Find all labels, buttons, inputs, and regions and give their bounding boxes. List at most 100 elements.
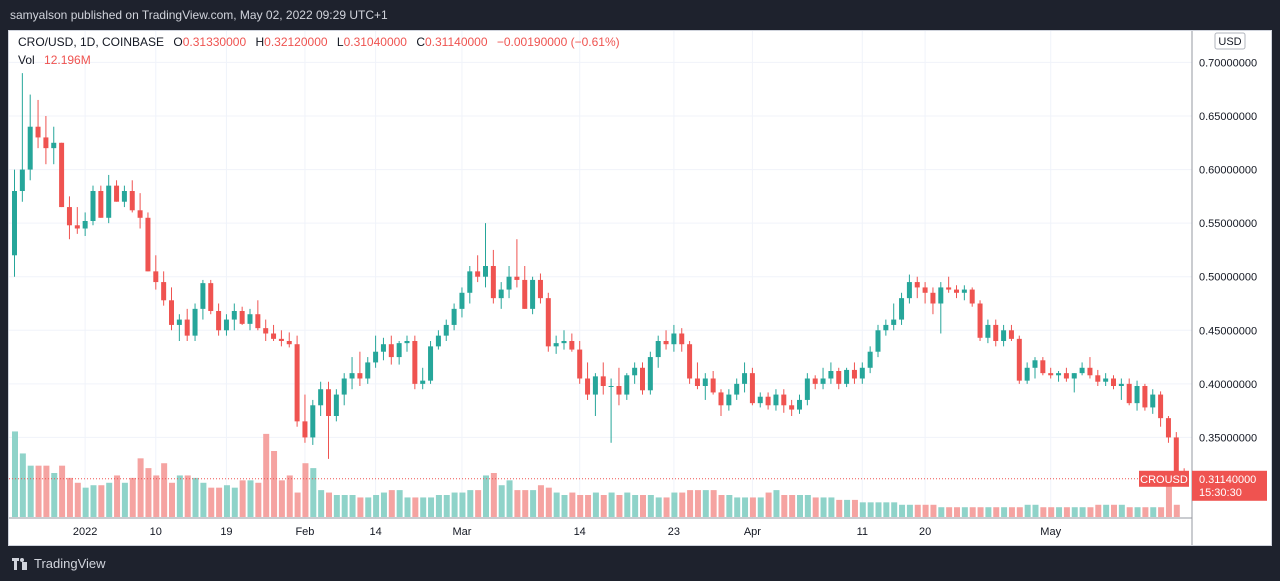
volume-bar [483, 475, 489, 517]
candle-body [114, 185, 120, 202]
candle-body [333, 394, 339, 416]
candle-body [734, 383, 740, 395]
legend-vol-label: Vol [18, 53, 35, 67]
volume-bar [914, 504, 921, 517]
last-price-tag [1192, 470, 1267, 501]
currency-box[interactable] [1214, 32, 1246, 50]
candle-body [51, 142, 57, 149]
volume-bar [1165, 473, 1172, 517]
candle-body [710, 378, 716, 393]
candle-body [66, 207, 72, 226]
candle-body [647, 357, 653, 391]
price-tick-label: 0.40000000 [1199, 379, 1257, 391]
time-tick-label: Feb [295, 526, 314, 538]
candle-body [749, 373, 755, 404]
tradingview-logo[interactable]: TradingView [12, 556, 106, 571]
candle-body [1173, 437, 1179, 478]
candle-body [467, 271, 473, 293]
candle-body [891, 319, 897, 325]
candle-body [129, 191, 135, 211]
volume-bar [420, 497, 427, 517]
candle-body [804, 378, 810, 400]
volume-bar [883, 502, 890, 517]
candle-body [922, 287, 928, 293]
candle-body [977, 303, 983, 338]
last-price-value: 0.31140000 [1199, 474, 1256, 486]
candle-body [993, 324, 999, 341]
candle-body [1165, 418, 1171, 438]
volume-bar [867, 502, 874, 517]
candle-body [577, 349, 583, 379]
candle-body [851, 369, 857, 379]
candle-body [1134, 386, 1140, 404]
legend-vol-value: 12.196M [44, 53, 91, 67]
candle-body [569, 341, 575, 350]
currency-label: USD [1218, 36, 1241, 48]
candle-body [1095, 375, 1101, 382]
candle-body [388, 344, 394, 358]
volume-bar [333, 495, 340, 517]
volume-bar [428, 497, 435, 517]
volume-bar [804, 495, 811, 517]
volume-bar [341, 495, 348, 517]
legend-l-value: 0.31040000 [344, 35, 408, 49]
candle-body [694, 378, 700, 386]
candle-body [208, 283, 214, 311]
candle-body [357, 373, 363, 379]
volume-bar [671, 492, 678, 517]
volume-bar [585, 495, 592, 517]
legend-l-label: L [337, 35, 344, 49]
volume-bar [27, 465, 34, 517]
legend-symbol[interactable]: CRO/USD, 1D, COINBASE [18, 35, 164, 49]
candle-body [969, 289, 975, 304]
volume-bar [192, 477, 199, 517]
chart-panel[interactable]: 0.70000000 0.65000000 0.60000000 0.55000000… [8, 30, 1272, 546]
candle-body [420, 380, 426, 384]
candle-body [184, 319, 190, 336]
candle-body [773, 394, 779, 406]
volume-bar [278, 480, 285, 517]
chart-svg[interactable]: 0.70000000 0.65000000 0.60000000 0.55000000… [9, 31, 1271, 545]
candle-body [271, 333, 277, 339]
volume-bar [90, 485, 97, 517]
volume-bar [679, 492, 686, 517]
time-tick-label: Mar [452, 526, 471, 538]
volume-bar [74, 482, 81, 517]
volume-bar [286, 475, 293, 517]
candle-body [537, 279, 543, 299]
price-axis[interactable] [1192, 31, 1271, 545]
candle-body [239, 311, 245, 324]
volume-bar [373, 495, 380, 517]
volume-bar [537, 485, 544, 517]
candle-body [757, 396, 763, 404]
volume-bar [765, 492, 772, 517]
candle-body [255, 314, 261, 329]
candle-body [1118, 383, 1124, 386]
price-tick-label: 0.70000000 [1199, 57, 1257, 69]
candle-body [585, 378, 591, 395]
candle-body [781, 394, 787, 406]
candle-body [161, 282, 167, 301]
candle-body [443, 324, 449, 336]
volume-bar [977, 507, 984, 517]
candle-body [365, 362, 371, 379]
candle-body [530, 279, 536, 309]
volume-bar [592, 492, 599, 517]
candle-body [1001, 330, 1007, 341]
candle-body [514, 276, 520, 280]
time-tick-label: 19 [220, 526, 232, 538]
candle-body [765, 396, 771, 406]
volume-bar [993, 507, 1000, 517]
candle-body [451, 308, 457, 325]
candle-body [302, 421, 308, 438]
candle-body [718, 392, 724, 406]
volume-bar [1008, 507, 1015, 517]
candle-body [90, 191, 96, 221]
volume-bar [694, 490, 701, 517]
legend-h-label: H [255, 35, 264, 49]
candle-body [600, 376, 606, 386]
volume-bar [828, 497, 835, 517]
candle-body [121, 191, 127, 202]
candle-body [906, 282, 912, 299]
candle-body [310, 405, 316, 438]
